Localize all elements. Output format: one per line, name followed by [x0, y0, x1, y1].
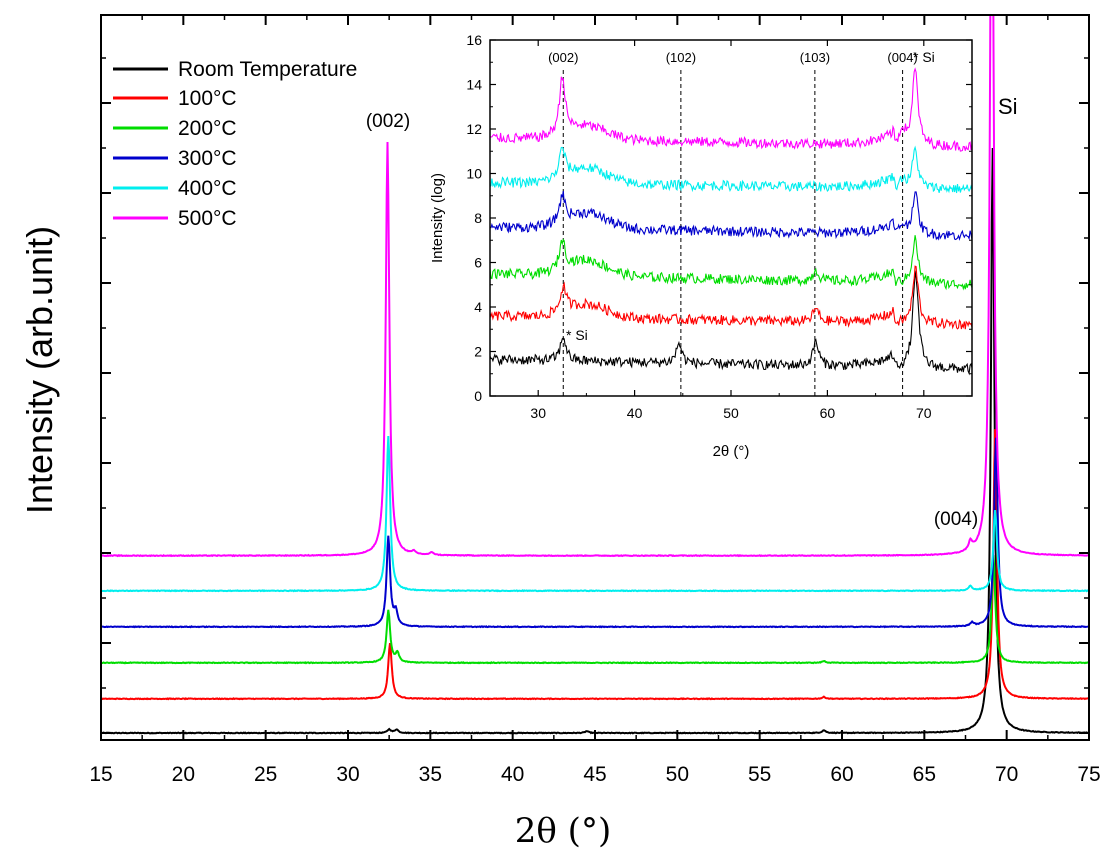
legend-label: 200°C — [178, 117, 237, 140]
legend-item-400c: 400°C — [113, 177, 237, 200]
x-tick-label: 50 — [666, 763, 689, 786]
inset-background — [490, 40, 972, 396]
inset-y-tick-label: 2 — [474, 344, 482, 360]
x-tick-label: 55 — [748, 763, 771, 786]
main-y-axis — [101, 57, 1089, 734]
x-tick-label: 20 — [172, 763, 195, 786]
legend-label: 400°C — [178, 177, 237, 200]
legend-item-200c: 200°C — [113, 117, 237, 140]
x-tick-label: 60 — [830, 763, 853, 786]
legend-label: 100°C — [178, 87, 237, 110]
series-line-4 — [101, 436, 1089, 593]
inset-plot: 30 40 50 60 70 0 2 4 6 8 10 12 14 16 (002) (102) (103)… — [429, 32, 973, 460]
inset-series-group — [490, 67, 972, 376]
inset-annotation-si-bottom: * Si — [566, 327, 588, 343]
reference-label: (103) — [800, 50, 830, 65]
inset-x-tick-label: 40 — [627, 405, 643, 421]
x-tick-label: 75 — [1077, 763, 1100, 786]
series-line-2 — [101, 554, 1089, 665]
main-x-axis: 15 20 25 30 35 40 45 50 55 60 65 70 75 — [89, 15, 1101, 786]
annotation-si: Si — [998, 94, 1018, 119]
inset-series-line-2 — [490, 235, 972, 291]
inset-series-line-4 — [490, 145, 972, 194]
inset-y-axis-title: Intensity (log) — [429, 173, 446, 263]
legend-item-100c: 100°C — [113, 87, 237, 110]
inset-x-tick-label: 50 — [723, 405, 739, 421]
inset-y-tick-label: 14 — [466, 77, 482, 93]
reference-label: (102) — [666, 50, 696, 65]
inset-x-axis: 30 40 50 60 70 — [489, 40, 973, 421]
legend-label: 500°C — [178, 207, 237, 230]
inset-annotation-si-top: * Si — [913, 49, 935, 65]
x-tick-label: 25 — [254, 763, 277, 786]
reference-label: (002) — [548, 50, 578, 65]
legend-item-room-temperature: Room Temperature — [113, 58, 357, 81]
main-plot: 15 20 25 30 35 40 45 50 55 60 65 70 75 2θ (°) Intens… — [19, 14, 1101, 851]
inset-x-tick-label: 60 — [820, 405, 836, 421]
annotation-002: (002) — [366, 111, 410, 132]
inset-x-tick-label: 70 — [916, 405, 932, 421]
legend-label: Room Temperature — [178, 58, 357, 81]
inset-series-line-3 — [490, 191, 972, 241]
annotation-004: (004) — [934, 509, 978, 530]
x-tick-label: 15 — [89, 763, 112, 786]
inset-x-axis-title: 2θ (°) — [713, 443, 750, 460]
legend-label: 300°C — [178, 147, 237, 170]
inset-y-tick-label: 0 — [474, 388, 482, 404]
x-tick-label: 70 — [995, 763, 1018, 786]
x-tick-label: 65 — [913, 763, 936, 786]
series-line-1 — [101, 429, 1089, 701]
inset-x-tick-label: 30 — [530, 405, 546, 421]
inset-reference-labels: (002) (102) (103) (004) — [548, 50, 918, 65]
series-line-3 — [101, 437, 1089, 629]
inset-y-axis: 0 2 4 6 8 10 12 14 16 — [466, 32, 972, 404]
main-x-axis-title: 2θ (°) — [515, 811, 611, 851]
inset-y-tick-label: 10 — [466, 166, 482, 182]
legend-item-300c: 300°C — [113, 147, 237, 170]
x-tick-label: 30 — [336, 763, 359, 786]
inset-series-line-1 — [490, 265, 972, 330]
series-line-5 — [101, 15, 1089, 558]
inset-y-tick-label: 6 — [474, 255, 482, 271]
inset-y-tick-label: 12 — [466, 121, 482, 137]
legend: Room Temperature 100°C 200°C 300°C 400°C… — [113, 58, 357, 230]
inset-y-tick-label: 8 — [474, 210, 482, 226]
legend-item-500c: 500°C — [113, 207, 237, 230]
inset-y-tick-label: 16 — [466, 32, 482, 48]
inset-y-tick-label: 4 — [474, 299, 482, 315]
x-tick-label: 45 — [583, 763, 606, 786]
inset-series-line-0 — [490, 270, 972, 376]
reference-label: (004) — [887, 50, 917, 65]
main-y-axis-title: Intensity (arb.unit) — [19, 226, 60, 514]
x-tick-label: 35 — [419, 763, 442, 786]
x-tick-label: 40 — [501, 763, 524, 786]
inset-series-line-5 — [490, 67, 972, 152]
